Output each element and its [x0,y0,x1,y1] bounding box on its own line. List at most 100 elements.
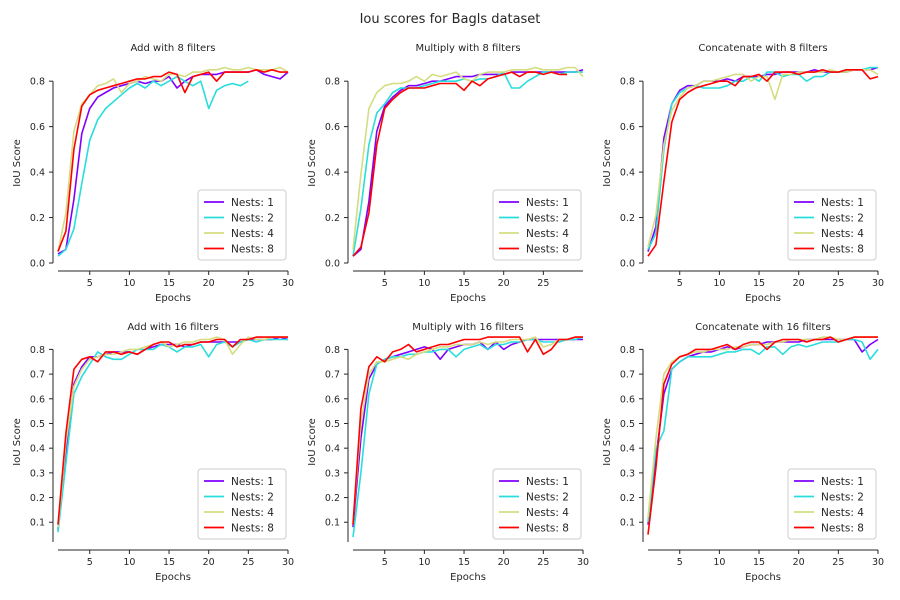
legend-label: Nests: 2 [526,213,569,225]
x-tick-label: 15 [163,278,175,289]
x-tick-label: 10 [418,557,430,568]
x-tick-label: 10 [123,557,135,568]
legend-label: Nests: 2 [526,492,569,504]
subplot-title: Concatenate with 8 filters [698,43,827,54]
legend-label: Nests: 4 [231,228,274,240]
series-line-4 [647,336,878,535]
subplot-2: Multiply with 8 filters 5 10 15 20 25 0.0 0.2 0.… [307,43,584,304]
subplot-1: Add with 8 filters 5 10 15 20 25 30 0.0 0.2 0.4 0.… [12,43,294,304]
y-tick-label: 0.5 [325,419,340,430]
x-tick-label: 30 [282,557,294,568]
legend-label: Nests: 1 [526,476,569,488]
y-tick-label: 0.4 [325,168,340,179]
y-tick-label: 0.3 [325,468,340,479]
legend-label: Nests: 1 [821,197,864,209]
y-tick-label: 0.2 [30,493,45,504]
x-tick-label: 5 [677,557,683,568]
x-tick-label: 5 [677,278,683,289]
y-tick-label: 0.4 [325,444,340,455]
x-axis-label: Epochs [745,572,781,583]
series-line-3 [352,336,583,523]
y-tick-label: 0.5 [30,419,45,430]
y-tick-label: 0.8 [30,77,45,88]
subplot-title: Multiply with 16 filters [412,322,523,333]
legend-label: Nests: 1 [231,197,274,209]
x-tick-label: 5 [87,278,93,289]
y-axis-label: IoU Score [307,418,318,466]
legend-label: Nests: 8 [821,523,864,535]
legend-label: Nests: 4 [526,228,569,240]
x-axis-label: Epochs [745,293,781,304]
legend-label: Nests: 8 [526,523,569,535]
y-tick-label: 0.4 [30,168,45,179]
subplot-title: Concatenate with 16 filters [695,322,831,333]
y-tick-label: 0.0 [620,259,635,270]
y-tick-label: 0.1 [30,518,45,529]
series-line-4 [647,69,879,257]
series-line-3 [352,66,584,250]
x-tick-label: 25 [242,557,254,568]
y-tick-label: 0.7 [325,370,340,381]
y-tick-label: 0.8 [30,345,45,356]
x-tick-label: 20 [793,557,805,568]
legend-label: Nests: 4 [821,228,864,240]
y-tick-label: 0.8 [325,77,340,88]
y-axis-label: IoU Score [602,418,613,466]
y-tick-label: 0.3 [620,468,635,479]
subplot-4: Add with 16 filters 5 10 15 20 25 30 0.1 0.2 0.3 0… [12,322,294,583]
x-tick-label: 20 [498,278,510,289]
x-tick-label: 30 [872,557,884,568]
y-tick-label: 0.8 [620,77,635,88]
x-tick-label: 25 [242,278,254,289]
y-axis-label: IoU Score [12,139,23,187]
x-tick-label: 15 [753,278,765,289]
y-tick-label: 0.4 [30,444,45,455]
x-tick-label: 15 [753,557,765,568]
legend [787,189,877,261]
legend-label: Nests: 1 [231,476,274,488]
legend [492,189,582,261]
legend-label: Nests: 2 [821,492,864,504]
subplot-5: Multiply with 16 filters 5 10 15 20 25 30 0.1 0.… [307,322,589,583]
subplot-6: Concatenate with 16 filters 5 10 15 20 25 30 0.… [602,322,884,583]
legend [197,468,287,540]
x-tick-label: 20 [203,278,215,289]
y-tick-label: 0.2 [325,493,340,504]
legend-label: Nests: 1 [821,476,864,488]
x-tick-label: 20 [793,278,805,289]
x-tick-label: 15 [163,557,175,568]
legend-label: Nests: 8 [231,523,274,535]
subplot-title: Multiply with 8 filters [415,43,520,54]
x-tick-label: 5 [382,278,388,289]
legend-label: Nests: 2 [231,492,274,504]
x-tick-label: 25 [537,557,549,568]
x-tick-label: 30 [577,557,589,568]
y-tick-label: 0.6 [620,122,635,133]
legend [197,189,287,261]
y-axis-label: IoU Score [602,139,613,187]
legend-label: Nests: 1 [526,197,569,209]
series-line-2 [57,75,249,257]
x-tick-label: 30 [282,278,294,289]
legend [787,468,877,540]
x-tick-label: 25 [537,278,549,289]
subplot-title: Add with 16 filters [127,322,218,333]
y-tick-label: 0.2 [325,213,340,224]
legend-label: Nests: 4 [526,507,569,519]
series-line-3 [57,66,289,252]
legend-label: Nests: 2 [821,213,864,225]
x-axis-label: Epochs [155,572,191,583]
x-axis-label: Epochs [155,293,191,304]
legend-label: Nests: 8 [821,244,864,256]
y-tick-label: 0.0 [30,259,45,270]
series-line-4 [57,336,288,525]
y-axis-label: IoU Score [12,418,23,466]
x-tick-label: 10 [123,278,135,289]
series-line-2 [352,336,584,538]
y-tick-label: 0.7 [620,370,635,381]
x-tick-label: 10 [418,278,430,289]
y-tick-label: 0.0 [325,259,340,270]
series-line-4 [57,69,288,252]
series-line-4 [352,336,583,525]
